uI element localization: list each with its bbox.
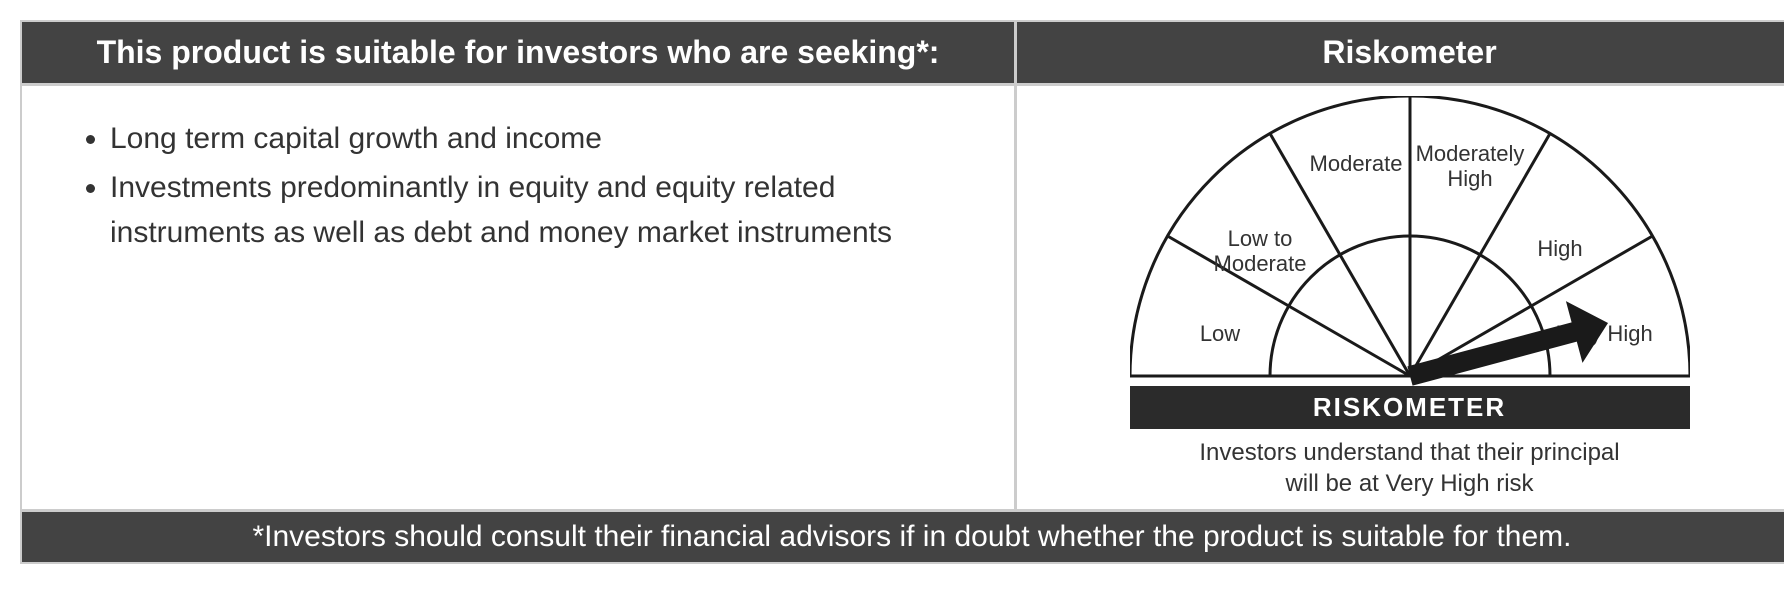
svg-text:Moderate: Moderate (1309, 151, 1402, 176)
svg-text:High: High (1537, 236, 1582, 261)
riskometer-gauge: LowLow toModerateModerateModeratelyHighH… (1130, 96, 1690, 386)
svg-text:Low: Low (1199, 321, 1239, 346)
suitability-list: Long term capital growth and income Inve… (82, 116, 974, 255)
list-item: Long term capital growth and income (110, 116, 974, 161)
suitability-body: Long term capital growth and income Inve… (22, 86, 1014, 506)
riskometer-column: Riskometer LowLow toModerateModerateMode… (1017, 22, 1784, 509)
suitability-column: This product is suitable for investors w… (22, 22, 1017, 509)
riskometer-caption: Investors understand that their principa… (1130, 429, 1690, 499)
riskometer-body: LowLow toModerateModerateModeratelyHighH… (1017, 86, 1784, 509)
svg-text:High: High (1447, 166, 1492, 191)
caption-line-2: will be at Very High risk (1285, 470, 1533, 497)
top-row: This product is suitable for investors w… (22, 22, 1784, 509)
svg-text:Moderate: Moderate (1213, 251, 1306, 276)
riskometer-bar-label: RISKOMETER (1130, 386, 1690, 429)
footer-note: *Investors should consult their financia… (22, 509, 1784, 562)
svg-text:Moderately: Moderately (1415, 141, 1524, 166)
risk-disclosure-panel: This product is suitable for investors w… (20, 20, 1784, 564)
riskometer-header: Riskometer (1017, 22, 1784, 86)
list-item: Investments predominantly in equity and … (110, 165, 974, 255)
svg-text:Low to: Low to (1227, 226, 1292, 251)
suitability-header: This product is suitable for investors w… (22, 22, 1014, 86)
caption-line-1: Investors understand that their principa… (1199, 439, 1619, 466)
